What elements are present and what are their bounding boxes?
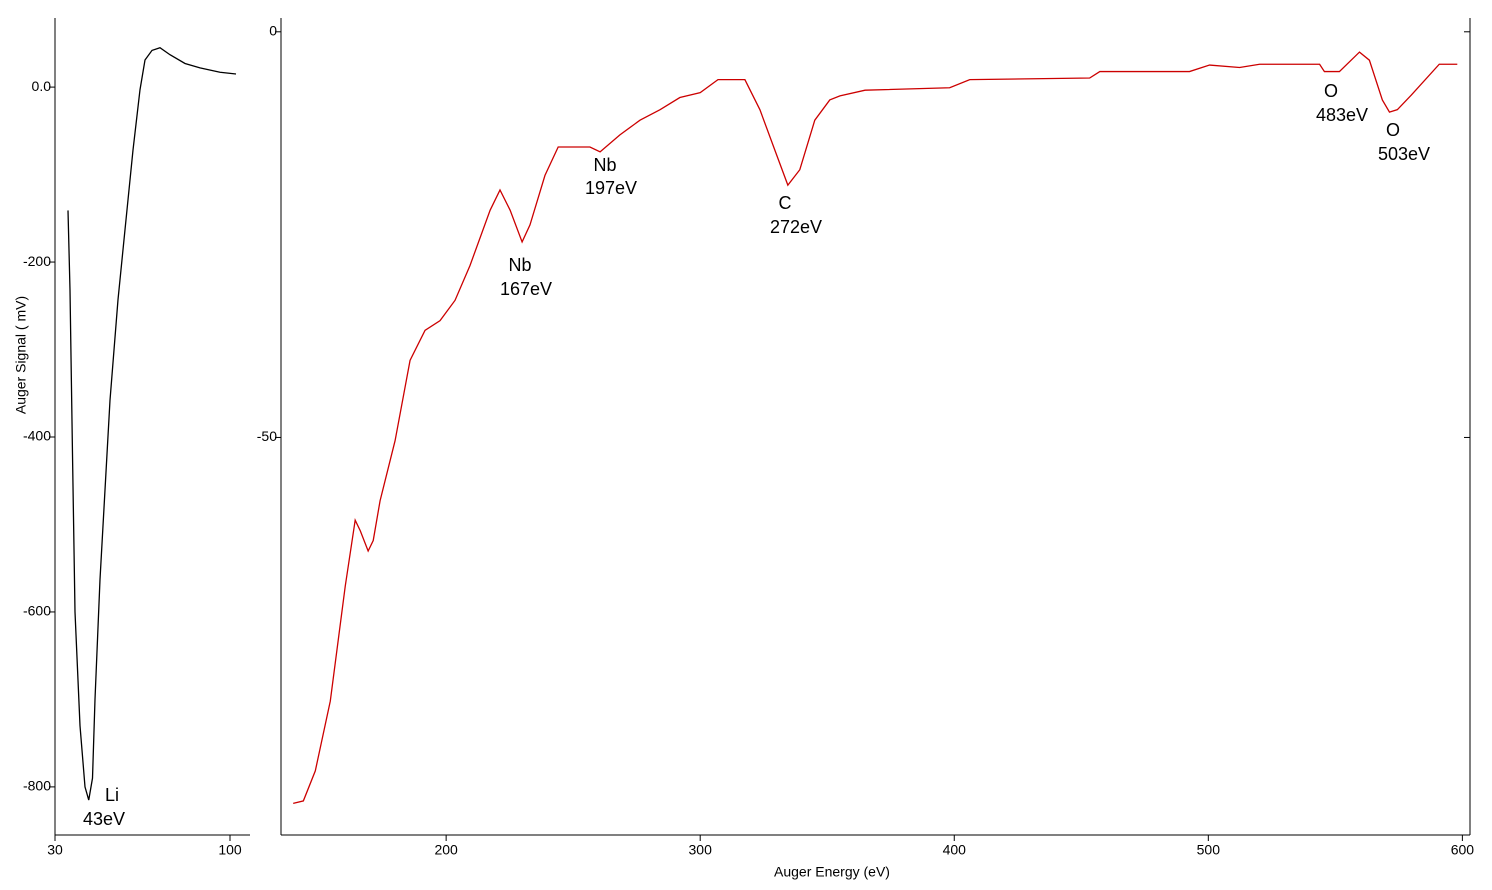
x-tick-label: 400 — [943, 842, 967, 858]
y-tick-label: -50 — [257, 428, 277, 444]
y-tick-label: 0.0 — [32, 78, 52, 94]
x-tick-label: 300 — [689, 842, 713, 858]
x-tick-label: 200 — [434, 842, 458, 858]
x-tick-label: 100 — [218, 842, 242, 858]
data-line — [67, 47, 237, 801]
y-tick-label: -200 — [23, 253, 51, 269]
annotation-energy: 483eV — [1316, 105, 1368, 125]
x-axis-label: Auger Energy (eV) — [774, 864, 890, 880]
annotation-label: O — [1386, 120, 1400, 140]
annotation-label: Nb — [593, 155, 616, 175]
annotation-label: Nb — [508, 255, 531, 275]
data-line — [293, 51, 1458, 804]
annotation-label: O — [1324, 81, 1338, 101]
annotation-energy: 503eV — [1378, 144, 1430, 164]
y-tick-label: -600 — [23, 603, 51, 619]
annotation-energy: 197eV — [585, 178, 637, 198]
annotation-label: C — [779, 193, 792, 213]
y-axis-label: Auger Signal ( mV) — [13, 296, 29, 414]
x-tick-label: 500 — [1197, 842, 1221, 858]
y-tick-label: -400 — [23, 428, 51, 444]
x-tick-label: 30 — [47, 842, 63, 858]
y-tick-label: -800 — [23, 778, 51, 794]
annotation-energy: 43eV — [83, 809, 125, 829]
x-tick-label: 600 — [1451, 842, 1475, 858]
annotation-label: Li — [105, 785, 119, 805]
annotation-energy: 272eV — [770, 217, 822, 237]
annotation-energy: 167eV — [500, 279, 552, 299]
y-tick-label: 0 — [269, 22, 277, 38]
